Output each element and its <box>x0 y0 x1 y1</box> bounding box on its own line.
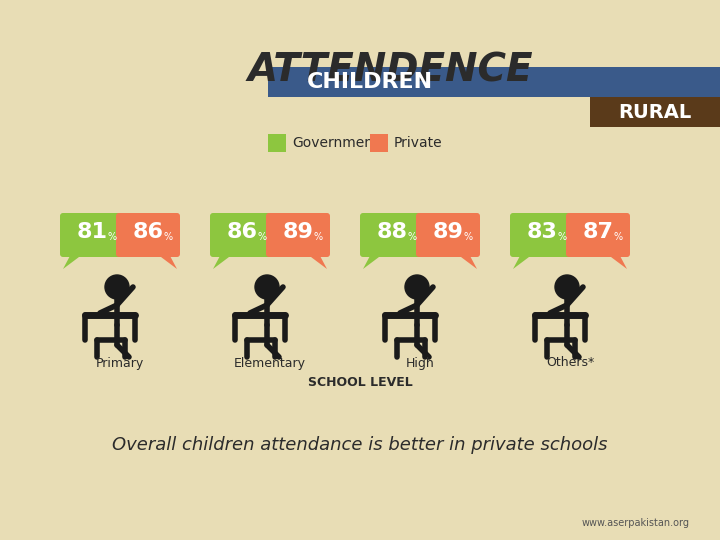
Text: 86: 86 <box>132 222 163 242</box>
Text: %: % <box>164 232 173 242</box>
Text: Elementary: Elementary <box>234 356 306 369</box>
Text: CHILDREN: CHILDREN <box>307 72 433 92</box>
Text: %: % <box>258 232 267 242</box>
Text: High: High <box>405 356 434 369</box>
Circle shape <box>405 275 429 299</box>
FancyBboxPatch shape <box>510 213 574 257</box>
Text: %: % <box>558 232 567 242</box>
Text: Government: Government <box>292 136 379 150</box>
Circle shape <box>105 275 129 299</box>
Text: Primary: Primary <box>96 356 144 369</box>
Text: Overall children attendance is better in private schools: Overall children attendance is better in… <box>112 436 608 454</box>
FancyBboxPatch shape <box>60 213 124 257</box>
FancyBboxPatch shape <box>210 213 274 257</box>
FancyBboxPatch shape <box>566 213 630 257</box>
FancyBboxPatch shape <box>116 213 180 257</box>
Text: 88: 88 <box>377 222 408 242</box>
Polygon shape <box>607 254 627 269</box>
Text: %: % <box>408 232 417 242</box>
FancyBboxPatch shape <box>590 97 720 127</box>
Text: %: % <box>614 232 623 242</box>
FancyBboxPatch shape <box>360 213 424 257</box>
Text: 89: 89 <box>282 222 313 242</box>
Polygon shape <box>63 254 83 269</box>
Circle shape <box>255 275 279 299</box>
Text: ATTENDENCE: ATTENDENCE <box>247 51 533 89</box>
FancyBboxPatch shape <box>370 134 388 152</box>
FancyBboxPatch shape <box>268 134 286 152</box>
Text: RURAL: RURAL <box>618 103 692 122</box>
Text: %: % <box>314 232 323 242</box>
Text: 86: 86 <box>227 222 258 242</box>
FancyBboxPatch shape <box>416 213 480 257</box>
Polygon shape <box>307 254 327 269</box>
Text: %: % <box>108 232 117 242</box>
Text: SCHOOL LEVEL: SCHOOL LEVEL <box>307 375 413 388</box>
Text: 81: 81 <box>76 222 107 242</box>
Text: www.aserpakistan.org: www.aserpakistan.org <box>582 518 690 528</box>
Text: Private: Private <box>394 136 443 150</box>
Polygon shape <box>363 254 383 269</box>
FancyBboxPatch shape <box>268 67 720 97</box>
Text: Others*: Others* <box>546 356 594 369</box>
FancyBboxPatch shape <box>266 213 330 257</box>
Text: 89: 89 <box>433 222 464 242</box>
Polygon shape <box>513 254 533 269</box>
Polygon shape <box>157 254 177 269</box>
Text: 87: 87 <box>582 222 613 242</box>
Circle shape <box>555 275 579 299</box>
Polygon shape <box>213 254 233 269</box>
Polygon shape <box>457 254 477 269</box>
Text: 83: 83 <box>526 222 557 242</box>
Text: %: % <box>464 232 473 242</box>
